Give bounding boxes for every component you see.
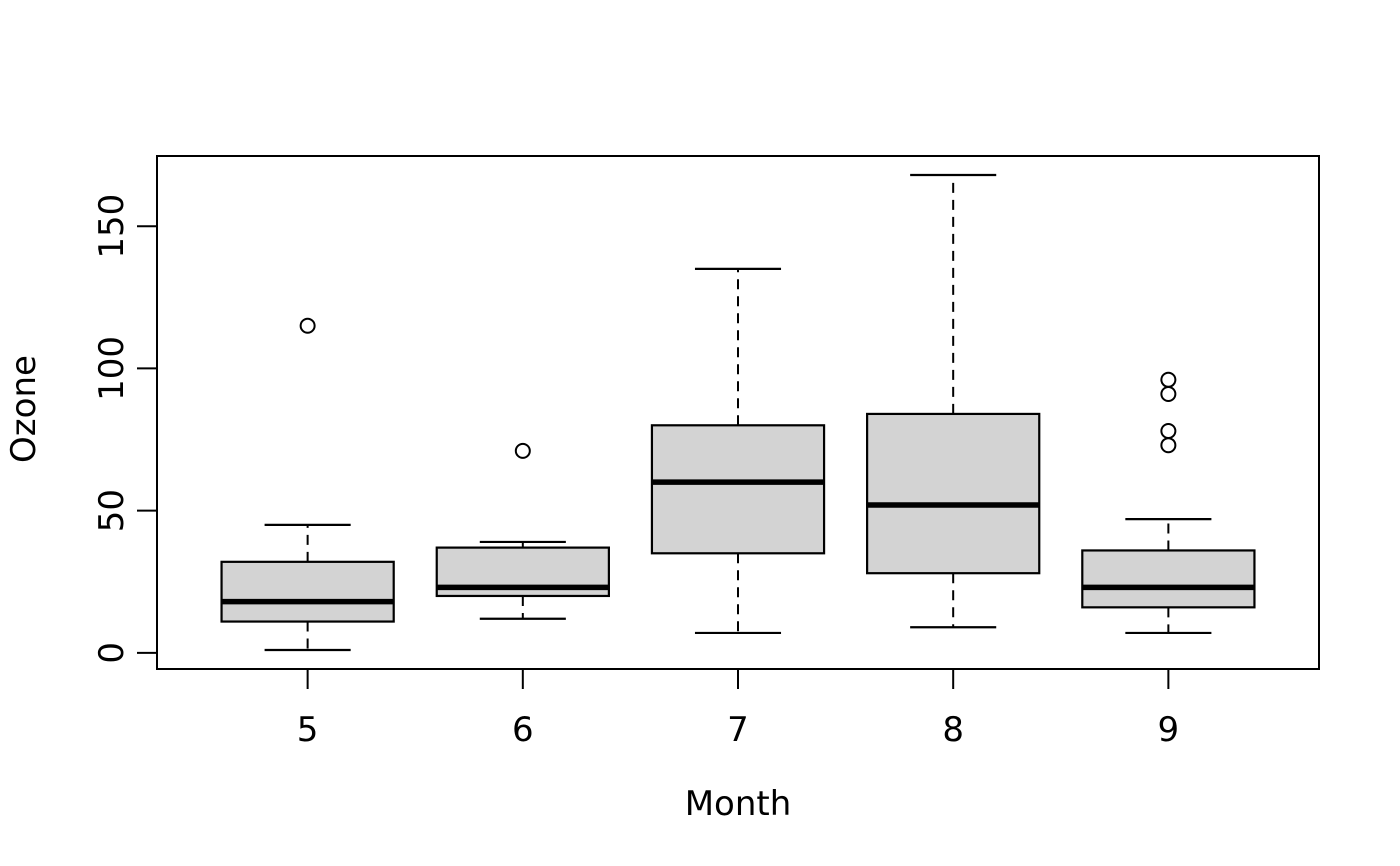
iqr-box (866, 412, 1041, 575)
boxplot-month-8 (866, 173, 1041, 629)
boxplot-month-9 (1081, 371, 1256, 635)
boxplot-month-6 (435, 442, 610, 620)
y-tick-label-150: 150 (92, 194, 132, 259)
outlier-point (1160, 371, 1177, 388)
outlier-point (299, 317, 316, 334)
iqr-box (650, 424, 826, 555)
iqr-box (220, 560, 395, 623)
iqr-box (1081, 549, 1256, 609)
x-tick-label-6: 6 (512, 710, 534, 750)
outlier-point (1160, 437, 1177, 454)
outlier-point (1160, 422, 1177, 439)
y-tick-label-100: 100 (92, 336, 132, 401)
y-tick-label-50: 50 (92, 489, 132, 532)
x-tick-label-9: 9 (1158, 710, 1180, 750)
x-tick-label-5: 5 (297, 710, 319, 750)
y-axis-title: Ozone (4, 355, 44, 463)
boxplot-month-5 (220, 317, 395, 652)
x-tick-label-8: 8 (942, 710, 964, 750)
y-tick-label-0: 0 (92, 642, 132, 664)
boxplot-month-7 (650, 267, 826, 635)
x-tick-label-7: 7 (727, 710, 749, 750)
x-axis-title: Month (684, 784, 792, 824)
outlier-point (514, 442, 531, 459)
outlier-point (1160, 386, 1177, 403)
